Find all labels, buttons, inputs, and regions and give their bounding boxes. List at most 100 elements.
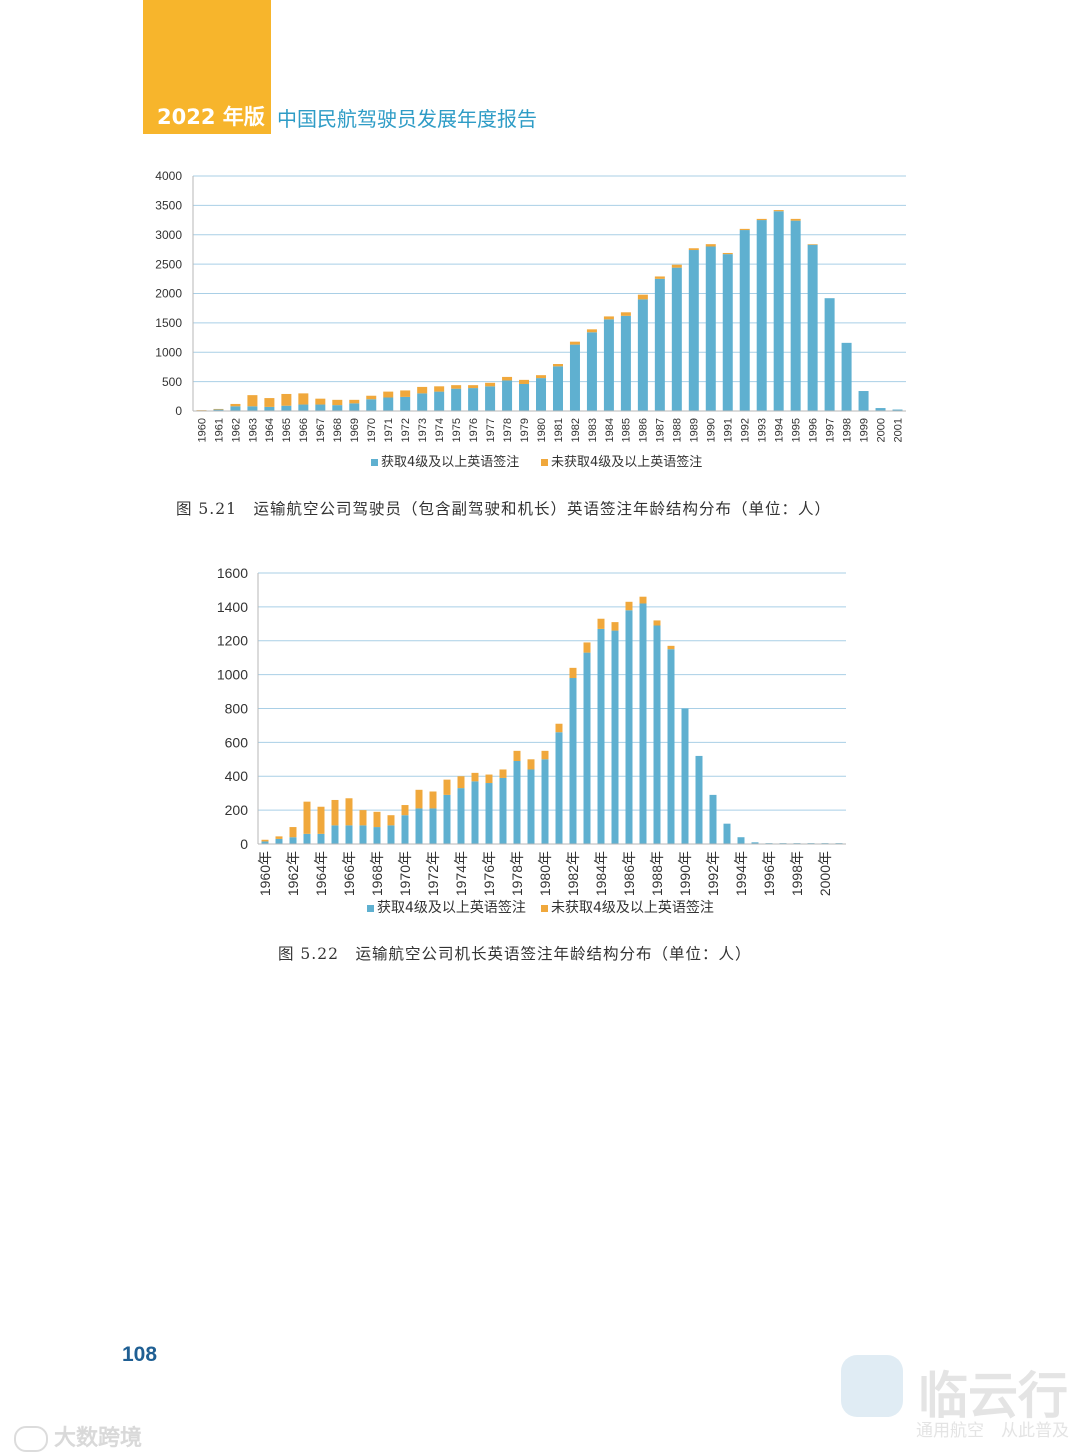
bar-series-1 (332, 405, 343, 411)
bar-series-2 (429, 791, 437, 809)
x-tick-label: 1990 (706, 418, 718, 442)
y-tick-label: 4000 (155, 169, 182, 183)
watermark-left: 大数跨境 (14, 1420, 142, 1452)
bar-series-2 (468, 385, 479, 389)
x-tick-label: 1992 (740, 418, 752, 442)
bar-series-2 (653, 620, 661, 626)
edition-label: 2022 年版 (157, 105, 265, 129)
x-tick-label: 1968 (332, 418, 344, 442)
bar-series-1 (400, 396, 411, 411)
bar-series-2 (773, 210, 784, 212)
x-tick-label: 1966年 (341, 851, 357, 896)
legend-swatch-series-2 (541, 905, 548, 912)
bar-series-1 (611, 630, 619, 844)
bar-series-1 (841, 342, 852, 411)
y-tick-label: 1200 (217, 633, 248, 649)
x-tick-label: 1978 (502, 418, 514, 442)
bar-series-2 (569, 667, 577, 679)
bar-series-1 (637, 299, 648, 411)
bar-series-2 (366, 395, 377, 400)
bar-series-2 (415, 789, 423, 809)
x-tick-label: 1967 (315, 418, 327, 442)
x-tick-label: 1993 (757, 418, 769, 442)
bar-series-1 (513, 761, 521, 844)
x-tick-label: 1980年 (537, 851, 553, 896)
y-tick-label: 1000 (217, 667, 248, 683)
bar-series-2 (315, 398, 326, 405)
bar-series-2 (275, 836, 283, 839)
bar-series-1 (451, 388, 462, 411)
bar-series-1 (387, 825, 395, 844)
y-tick-label: 2000 (155, 287, 182, 301)
bar-series-2 (332, 399, 343, 406)
bar-series-1 (471, 781, 479, 844)
bar-series-2 (688, 248, 699, 251)
bar-series-1 (247, 406, 258, 411)
x-tick-label: 1985 (621, 418, 633, 442)
bar-series-2 (247, 395, 258, 407)
watermark-left-text: 大数跨境 (54, 1426, 143, 1451)
x-tick-label: 1976年 (481, 851, 497, 896)
x-tick-label: 1974 (434, 418, 446, 442)
page-number: 108 (122, 1343, 158, 1366)
bar-series-1 (468, 388, 479, 411)
bar-series-2 (756, 218, 767, 221)
bar-series-1 (457, 788, 465, 844)
bar-series-2 (625, 601, 633, 611)
bar-series-1 (875, 408, 886, 411)
bar-series-2 (359, 810, 367, 826)
x-tick-label: 1991 (723, 418, 735, 442)
bar-series-2 (383, 391, 394, 398)
bar-series-1 (383, 397, 394, 411)
x-tick-label: 1994 (774, 418, 786, 442)
x-tick-label: 1986年 (621, 851, 637, 896)
bar-series-2 (230, 403, 241, 407)
bar-series-2 (417, 386, 428, 394)
x-tick-label: 1968年 (369, 851, 385, 896)
bar-series-1 (502, 380, 513, 411)
bar-series-1 (527, 769, 535, 844)
y-tick-label: 1500 (155, 316, 182, 330)
bar-series-1 (415, 808, 423, 844)
y-tick-label: 3000 (155, 228, 182, 242)
bar-series-2 (331, 799, 339, 826)
bar-series-2 (552, 364, 563, 367)
x-tick-label: 1972年 (425, 851, 441, 896)
bar-series-1 (722, 254, 733, 411)
bar-series-1 (317, 833, 325, 844)
bar-series-1 (303, 833, 311, 844)
bar-series-1 (434, 391, 445, 411)
x-tick-label: 1998 (841, 418, 853, 442)
bar-series-1 (485, 386, 496, 411)
bar-series-2 (667, 645, 675, 650)
bar-series-1 (583, 652, 591, 844)
bar-series-2 (261, 839, 269, 842)
bar-series-2 (499, 769, 507, 778)
bar-series-1 (667, 649, 675, 844)
bar-series-2 (264, 398, 275, 407)
bar-series-1 (264, 406, 275, 411)
bar-series-1 (603, 319, 614, 411)
bar-series-2 (597, 618, 605, 629)
bar-series-2 (603, 316, 614, 320)
bar-series-1 (261, 841, 269, 844)
y-tick-label: 0 (175, 404, 182, 418)
bar-series-2 (303, 801, 311, 834)
x-tick-label: 1965 (281, 418, 293, 442)
bar-series-2 (345, 798, 353, 826)
bar-series-2 (471, 772, 479, 782)
x-tick-label: 1960年 (257, 851, 273, 896)
x-tick-label: 1977 (485, 418, 497, 442)
bar-series-2 (502, 376, 513, 381)
bar-series-1 (359, 825, 367, 844)
bar-series-2 (485, 382, 496, 387)
bar-series-1 (773, 211, 784, 411)
x-tick-label: 1988年 (649, 851, 665, 896)
legend-swatch-series-1 (371, 459, 378, 466)
bar-series-2 (705, 244, 716, 247)
y-tick-label: 200 (225, 802, 249, 818)
bar-series-1 (858, 391, 869, 411)
bar-series-2 (400, 390, 411, 397)
header-tab (143, 0, 271, 134)
bar-series-1 (298, 404, 309, 411)
